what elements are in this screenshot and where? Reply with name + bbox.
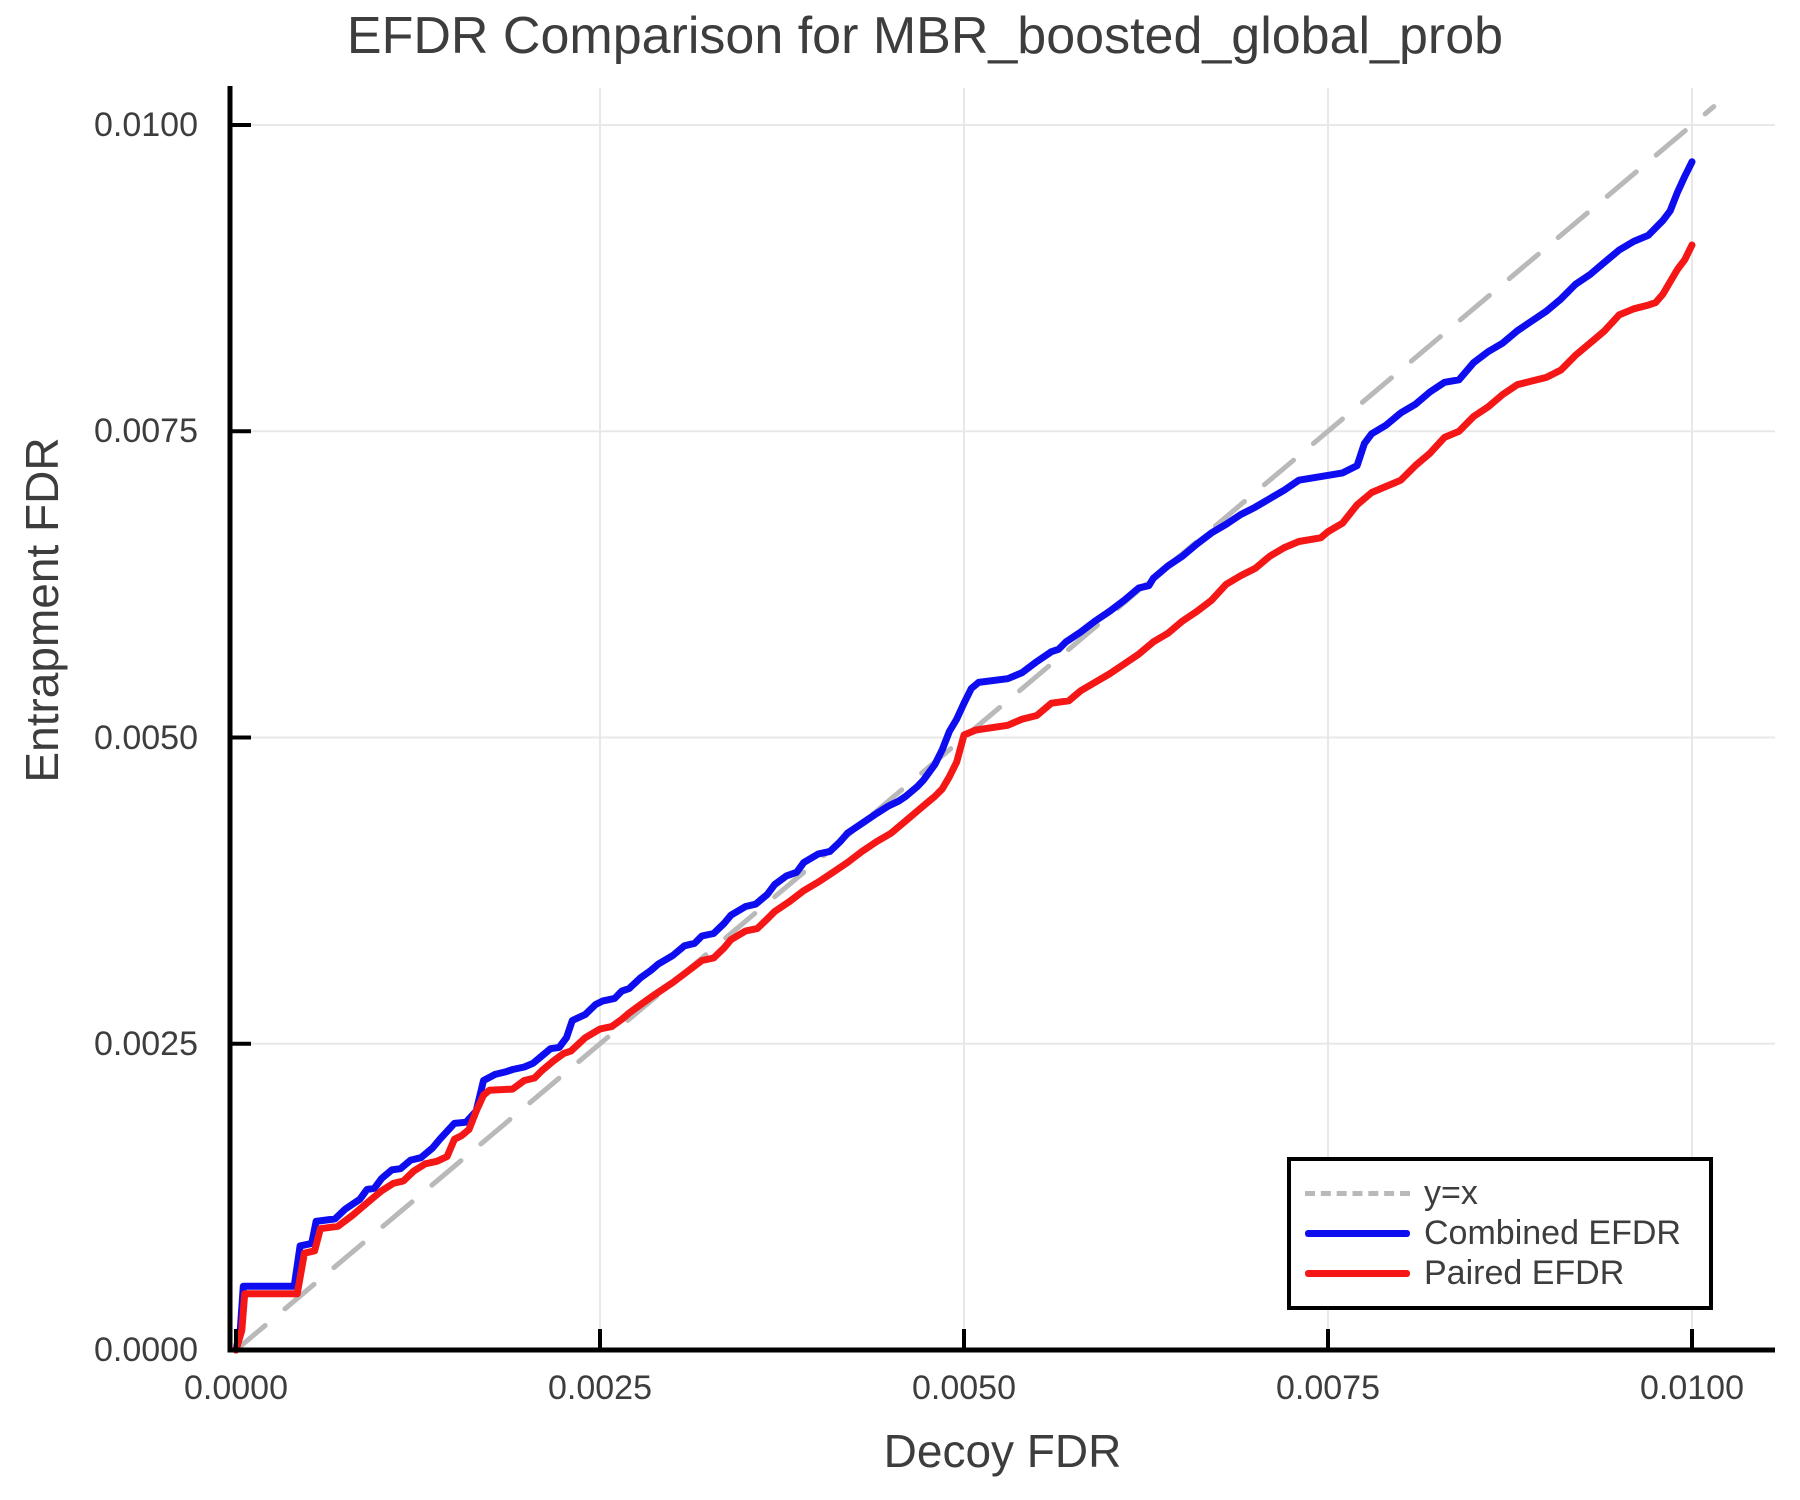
series-lines	[232, 158, 1696, 1354]
gridlines	[230, 88, 1775, 1350]
combined-line-swatch	[1305, 1229, 1410, 1237]
y-tick-label: 0.0000	[94, 1331, 198, 1369]
legend-entry-identity: y=x	[1291, 1173, 1709, 1213]
x-tick-label: 0.0075	[1276, 1369, 1380, 1407]
x-tick-label: 0.0050	[912, 1369, 1016, 1407]
axis-ticks	[230, 123, 1694, 1352]
x-tick-label: 0.0100	[1640, 1369, 1744, 1407]
y-tick-label: 0.0100	[94, 106, 198, 144]
x-tick-label: 0.0000	[184, 1369, 288, 1407]
legend-box: y=x Combined EFDR Paired EFDR	[1287, 1157, 1713, 1310]
chart-title: EFDR Comparison for MBR_boosted_global_p…	[346, 7, 1504, 65]
legend-entry-paired: Paired EFDR	[1291, 1253, 1709, 1293]
x-tick-label: 0.0025	[548, 1369, 652, 1407]
identity-line-swatch	[1305, 1190, 1410, 1196]
x-axis-label: Decoy FDR	[883, 1425, 1122, 1477]
legend-label: y=x	[1424, 1173, 1478, 1212]
y-tick-label: 0.0075	[94, 412, 198, 451]
legend-label: Combined EFDR	[1424, 1213, 1681, 1252]
series-paired-efdr	[232, 241, 1696, 1354]
y-tick-label: 0.0050	[94, 718, 198, 757]
y-tick-label: 0.0025	[94, 1024, 198, 1063]
axis-spines	[227, 86, 1775, 1353]
legend-entry-combined: Combined EFDR	[1291, 1213, 1709, 1253]
paired-line-swatch	[1305, 1269, 1410, 1277]
legend-label: Paired EFDR	[1424, 1253, 1625, 1292]
